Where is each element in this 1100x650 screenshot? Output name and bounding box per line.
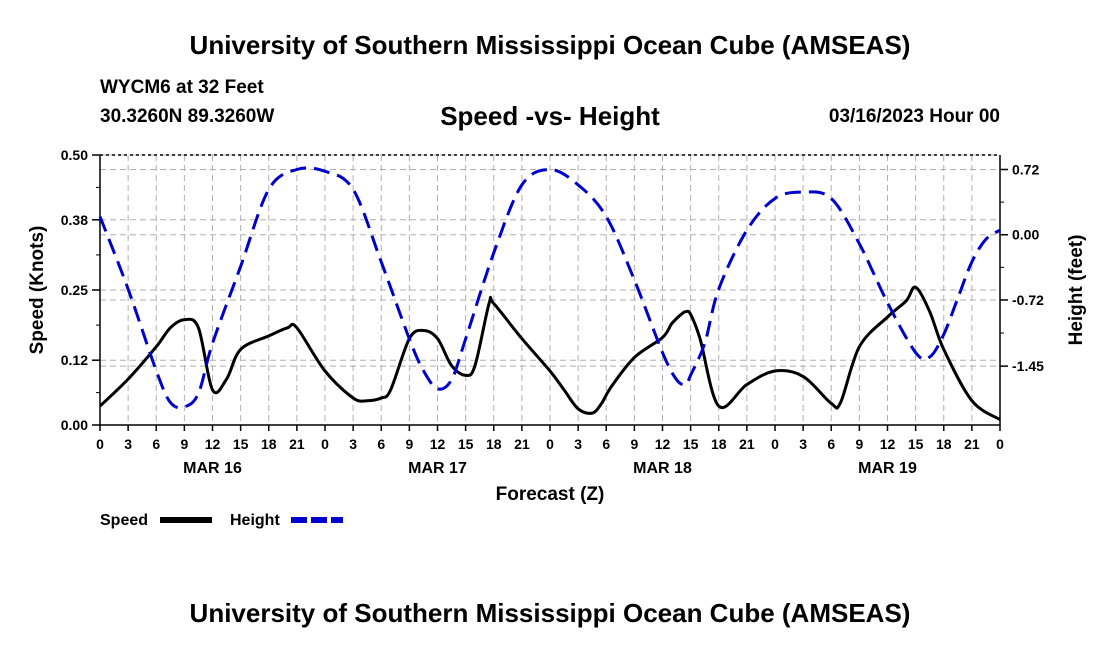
x-tick-label: 21 bbox=[964, 436, 980, 452]
x-tick-label: 15 bbox=[458, 436, 474, 452]
x-tick-label: 18 bbox=[261, 436, 277, 452]
x-tick-label: 12 bbox=[205, 436, 221, 452]
x-tick-label: 0 bbox=[996, 436, 1004, 452]
x-tick-label: 0 bbox=[546, 436, 554, 452]
x-tick-label: 12 bbox=[430, 436, 446, 452]
x-tick-label: 9 bbox=[405, 436, 413, 452]
x-tick-label: 18 bbox=[486, 436, 502, 452]
y-tick-label: 0.00 bbox=[61, 417, 88, 433]
x-tick-label: 21 bbox=[514, 436, 530, 452]
x-tick-label: 3 bbox=[349, 436, 357, 452]
x-tick-label: 21 bbox=[739, 436, 755, 452]
x-tick-label: 6 bbox=[377, 436, 385, 452]
y2-tick-label: -1.45 bbox=[1012, 358, 1044, 374]
x-axis-title: Forecast (Z) bbox=[496, 484, 605, 505]
y2-tick-label: 0.72 bbox=[1012, 161, 1039, 177]
footer-title: University of Southern Mississippi Ocean… bbox=[189, 598, 911, 628]
x-tick-label: 3 bbox=[799, 436, 807, 452]
y-axis-title: Speed (Knots) bbox=[27, 226, 48, 355]
y-tick-label: 0.50 bbox=[61, 147, 88, 163]
y-tick-label: 0.38 bbox=[61, 212, 88, 228]
chart-subtitle: Speed -vs- Height bbox=[440, 101, 660, 131]
legend-label-height: Height bbox=[230, 512, 280, 529]
x-tick-label: 15 bbox=[683, 436, 699, 452]
day-label: MAR 16 bbox=[183, 460, 242, 477]
series-line-speed bbox=[98, 285, 1001, 421]
x-tick-label: 12 bbox=[880, 436, 896, 452]
x-tick-label: 6 bbox=[827, 436, 835, 452]
datetime-label: 03/16/2023 Hour 00 bbox=[828, 106, 1000, 127]
x-tick-label: 21 bbox=[289, 436, 305, 452]
x-tick-label: 18 bbox=[711, 436, 727, 452]
x-tick-label: 6 bbox=[602, 436, 610, 452]
y2-axis-title: Height (feet) bbox=[1066, 235, 1087, 346]
y2-tick-label: -0.72 bbox=[1012, 292, 1044, 308]
x-tick-label: 18 bbox=[936, 436, 952, 452]
x-tick-label: 15 bbox=[908, 436, 924, 452]
series-line-height bbox=[98, 166, 1001, 410]
day-label: MAR 18 bbox=[633, 460, 692, 477]
y2-tick-label: 0.00 bbox=[1012, 227, 1039, 243]
x-tick-label: 0 bbox=[321, 436, 329, 452]
x-tick-label: 3 bbox=[124, 436, 132, 452]
day-label: MAR 17 bbox=[408, 460, 467, 477]
x-tick-label: 9 bbox=[630, 436, 638, 452]
x-tick-label: 9 bbox=[180, 436, 188, 452]
station-label: WYCM6 at 32 Feet bbox=[100, 77, 264, 98]
chart-title: University of Southern Mississippi Ocean… bbox=[189, 30, 911, 60]
x-tick-label: 15 bbox=[233, 436, 249, 452]
y-tick-label: 0.25 bbox=[61, 282, 88, 298]
x-tick-label: 6 bbox=[152, 436, 160, 452]
x-tick-label: 12 bbox=[655, 436, 671, 452]
legend-label-speed: Speed bbox=[100, 512, 148, 529]
x-tick-label: 9 bbox=[855, 436, 863, 452]
x-tick-label: 3 bbox=[574, 436, 582, 452]
coordinates-label: 30.3260N 89.3260W bbox=[100, 106, 275, 127]
day-label: MAR 19 bbox=[858, 460, 917, 477]
y-tick-label: 0.12 bbox=[61, 352, 88, 368]
x-tick-label: 0 bbox=[771, 436, 779, 452]
x-tick-label: 0 bbox=[96, 436, 104, 452]
